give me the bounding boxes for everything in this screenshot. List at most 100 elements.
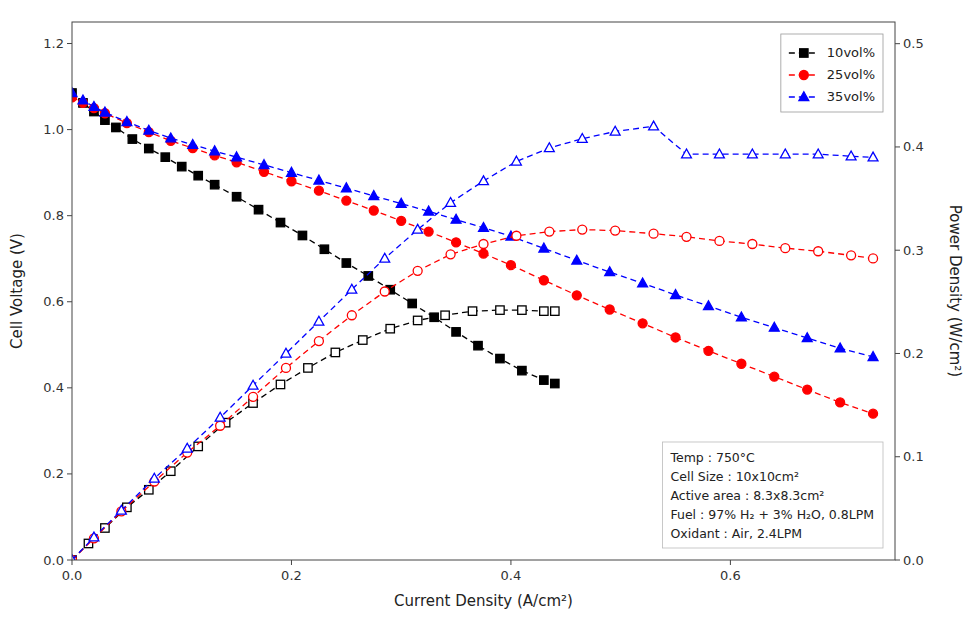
- data-point: [496, 306, 504, 314]
- legend-marker: [799, 71, 808, 80]
- y2-tick-label: 0.2: [903, 346, 924, 361]
- y-tick-label: 1.2: [43, 36, 64, 51]
- data-point: [577, 133, 587, 142]
- data-point: [479, 240, 488, 249]
- data-point: [572, 255, 582, 264]
- data-point: [144, 125, 154, 134]
- data-point: [122, 117, 132, 126]
- data-point: [232, 152, 242, 161]
- data-point: [638, 319, 647, 328]
- legend-item: 35vol%: [789, 89, 875, 104]
- data-point: [518, 306, 526, 314]
- plot-frame: [72, 22, 895, 560]
- series-line: [72, 93, 555, 384]
- y-tick: [67, 560, 72, 561]
- data-point: [161, 153, 169, 161]
- data-point: [380, 253, 390, 262]
- data-point: [100, 107, 110, 116]
- data-point: [314, 316, 324, 325]
- data-point: [254, 205, 262, 213]
- data-point: [408, 299, 416, 307]
- legend-box: [781, 34, 883, 112]
- data-point: [232, 193, 240, 201]
- y2-tick-label: 0.0: [903, 553, 924, 568]
- data-point: [540, 376, 548, 384]
- data-point: [380, 287, 389, 296]
- data-point: [342, 259, 350, 267]
- data-point: [413, 316, 421, 324]
- data-point: [511, 156, 521, 165]
- y2-axis-label: Power Density (W/cm²): [946, 205, 964, 377]
- chart: 0.00.20.40.60.00.20.40.60.81.01.20.00.10…: [0, 0, 972, 622]
- data-point: [396, 198, 406, 207]
- data-point: [611, 226, 620, 235]
- data-point: [116, 505, 126, 514]
- data-point: [112, 123, 120, 131]
- y2-tick: [895, 250, 900, 251]
- y-tick: [67, 387, 72, 388]
- series: [72, 93, 878, 418]
- annotation-line: Cell Size : 10x10cm²: [670, 469, 798, 484]
- data-point: [714, 149, 724, 158]
- axes: 0.00.20.40.60.00.20.40.60.81.01.20.00.10…: [8, 36, 964, 610]
- legend-item: 10vol%: [789, 45, 875, 60]
- data-point: [149, 473, 159, 482]
- data-point: [512, 231, 521, 240]
- data-point: [682, 232, 691, 241]
- y-tick-label: 0.2: [43, 466, 64, 481]
- data-point: [441, 311, 449, 319]
- y-tick: [67, 301, 72, 302]
- y-tick: [67, 129, 72, 130]
- y-tick-label: 0.8: [43, 208, 64, 223]
- data-point: [78, 95, 88, 104]
- data-point: [298, 231, 306, 239]
- y2-tick-label: 0.4: [903, 139, 924, 154]
- series-line: [72, 310, 555, 560]
- legend: 10vol% 25vol% 35vol%: [781, 34, 883, 112]
- legend-item: 25vol%: [789, 67, 875, 82]
- data-point: [314, 186, 323, 195]
- y2-tick-label: 0.1: [903, 449, 924, 464]
- data-point: [341, 183, 351, 192]
- data-point: [452, 238, 461, 247]
- y-tick-label: 0.6: [43, 294, 64, 309]
- y2-tick: [895, 560, 900, 561]
- data-point: [518, 366, 526, 374]
- series: [72, 89, 559, 388]
- data-point: [188, 139, 198, 148]
- data-point: [342, 196, 351, 205]
- y-tick: [67, 215, 72, 216]
- x-tick-label: 0.4: [501, 568, 522, 583]
- data-point: [737, 359, 746, 368]
- data-point: [770, 372, 779, 381]
- data-point: [248, 380, 258, 389]
- data-point: [194, 171, 202, 179]
- data-point: [178, 162, 186, 170]
- data-point: [320, 245, 328, 253]
- data-point: [610, 126, 620, 135]
- data-point: [781, 244, 790, 253]
- data-point: [682, 149, 692, 158]
- data-point: [452, 328, 460, 336]
- data-point: [813, 149, 823, 158]
- data-point: [276, 218, 284, 226]
- data-point: [314, 175, 324, 184]
- data-point: [259, 160, 269, 169]
- data-point: [780, 149, 790, 158]
- data-point: [167, 467, 175, 475]
- data-point: [359, 336, 367, 344]
- data-point: [413, 266, 422, 275]
- data-point: [545, 227, 554, 236]
- series-line: [72, 97, 873, 413]
- x-tick-label: 0.6: [720, 568, 741, 583]
- data-point: [451, 214, 461, 223]
- data-point: [479, 223, 489, 232]
- x-tick-label: 0.0: [62, 568, 83, 583]
- x-tick: [510, 560, 511, 565]
- data-point: [474, 341, 482, 349]
- data-point: [364, 272, 372, 280]
- series-line: [72, 93, 873, 357]
- annotation-text: Temp : 750°CCell Size : 10x10cm²Active a…: [669, 450, 874, 541]
- data-point: [479, 176, 489, 185]
- data-point: [281, 363, 290, 372]
